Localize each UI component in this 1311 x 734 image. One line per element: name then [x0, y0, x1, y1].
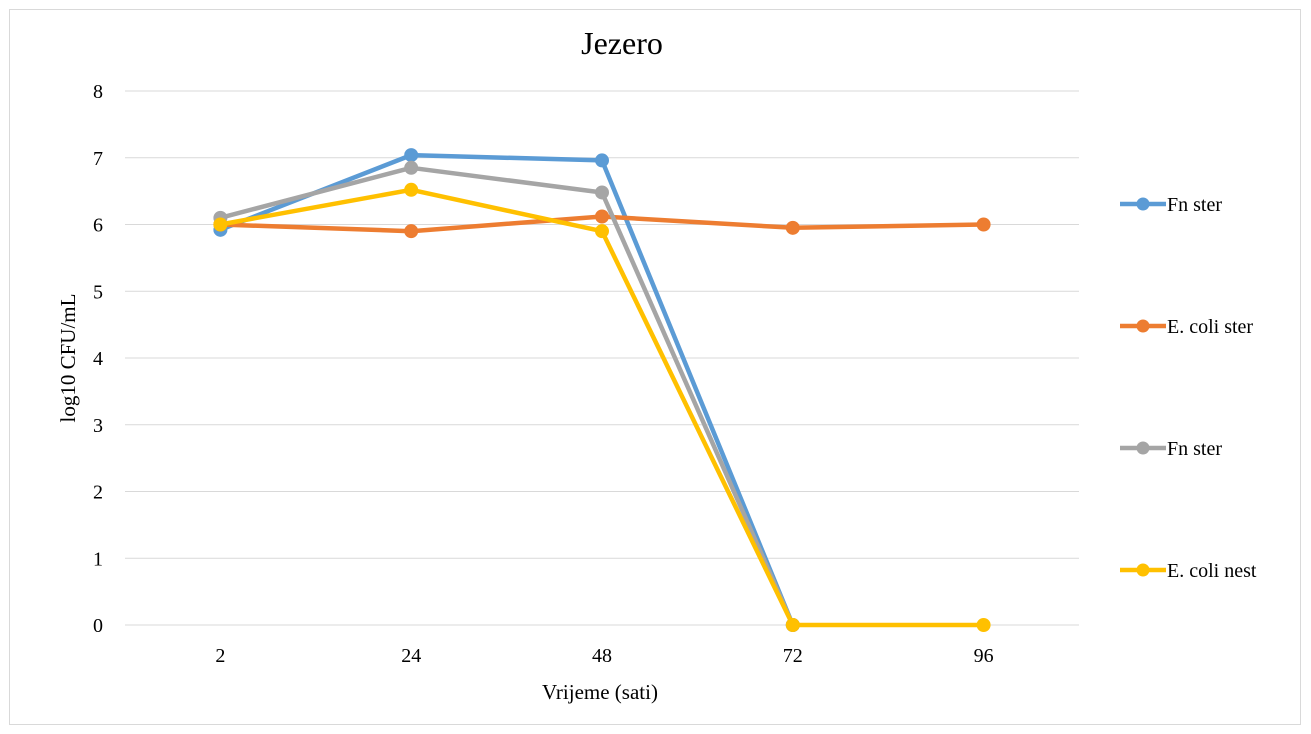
data-point: [404, 224, 419, 239]
data-point: [785, 220, 800, 235]
legend-item: E. coli ster: [1120, 316, 1253, 338]
data-point: [785, 618, 800, 632]
data-point: [404, 182, 419, 197]
y-tick-label: 0: [93, 615, 103, 637]
y-tick-label: 4: [93, 348, 103, 370]
data-point: [595, 185, 609, 200]
series-line: [218, 165, 796, 628]
gridlines: [125, 90, 1079, 626]
legend-label: E. coli ster: [1167, 316, 1253, 338]
x-tick-label: 48: [592, 645, 612, 667]
y-tick-label: 3: [93, 415, 103, 437]
chart-title: Jezero: [581, 25, 663, 61]
data-point: [595, 153, 609, 168]
data-point: [213, 217, 228, 232]
data-point: [976, 618, 991, 632]
legend-label: E. coli nest: [1167, 560, 1257, 582]
x-axis-ticks: 2 24 48 72 96: [215, 645, 993, 667]
y-tick-label: 5: [93, 281, 103, 303]
chart-area: [9, 9, 1301, 725]
y-tick-label: 6: [93, 215, 103, 237]
x-tick-label: 96: [974, 645, 994, 667]
series-4: [213, 182, 991, 632]
data-point: [595, 209, 609, 224]
legend-marker: [1136, 441, 1150, 455]
x-tick-label: 24: [401, 645, 421, 667]
data-point: [404, 160, 419, 175]
legend-marker: [1136, 197, 1150, 211]
y-tick-label: 8: [93, 81, 103, 103]
y-tick-label: 2: [93, 482, 103, 504]
legend-label: Fn ster: [1167, 194, 1222, 216]
legend-item: E. coli nest: [1120, 560, 1257, 582]
x-axis-label: Vrijeme (sati): [542, 680, 658, 704]
y-tick-label: 1: [93, 548, 103, 570]
legend-marker: [1136, 563, 1150, 577]
series-group: [213, 148, 991, 632]
y-axis-ticks: 0 1 2 3 4 5 6 7 8: [93, 81, 103, 637]
y-tick-label: 7: [93, 148, 103, 170]
series-3: [213, 160, 800, 632]
legend-item: Fn ster: [1120, 438, 1222, 460]
data-point: [595, 224, 609, 239]
data-point: [404, 148, 419, 163]
legend-marker: [1136, 319, 1150, 333]
x-tick-label: 2: [215, 645, 225, 667]
x-tick-label: 72: [783, 645, 803, 667]
series-line: [218, 187, 986, 628]
legend-label: Fn ster: [1167, 438, 1222, 460]
legend-item: Fn ster: [1120, 194, 1222, 216]
legend: Fn ster E. coli ster Fn ster E. coli nest: [1120, 194, 1257, 582]
data-point: [976, 217, 991, 232]
y-axis-label: log10 CFU/mL: [56, 294, 80, 423]
